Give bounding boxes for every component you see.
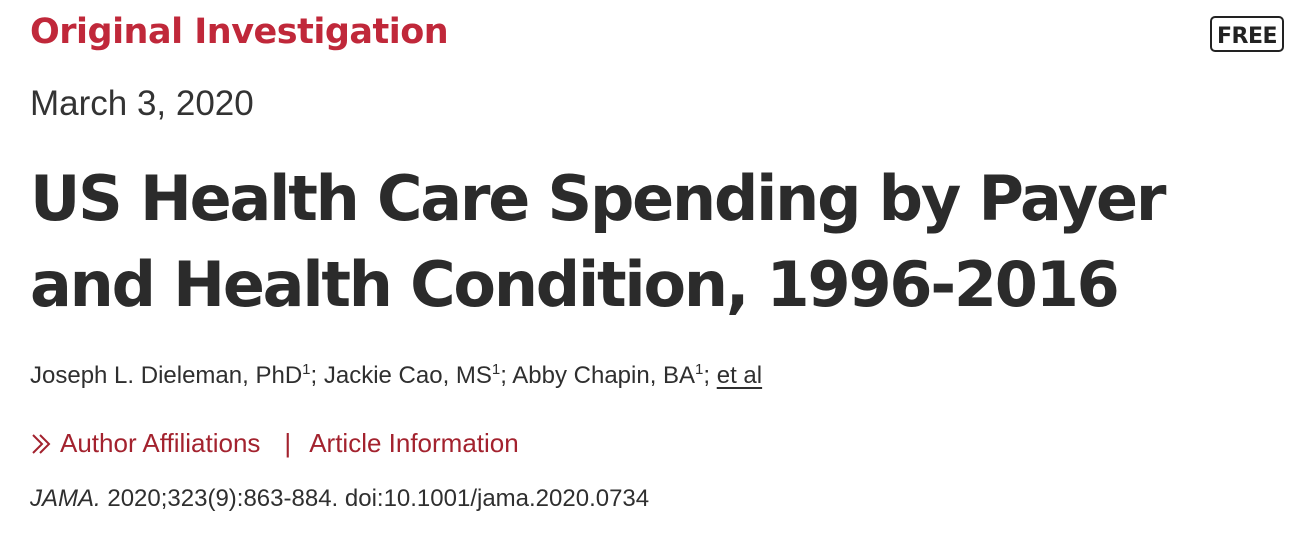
author-affiliation-marker: 1 — [695, 361, 704, 378]
author-list: Joseph L. Dieleman, PhD1; Jackie Cao, MS… — [30, 362, 762, 390]
link-divider: | — [284, 428, 292, 458]
publication-date: March 3, 2020 — [30, 84, 254, 123]
double-chevron-right-icon[interactable] — [30, 432, 54, 456]
article-information-link[interactable]: Article Information — [309, 428, 519, 458]
citation: JAMA. 2020;323(9):863-884. doi:10.1001/j… — [30, 485, 649, 513]
author-affiliation-marker: 1 — [302, 361, 311, 378]
citation-details: 2020;323(9):863-884. doi:10.1001/jama.20… — [107, 485, 650, 512]
author-affiliation-marker: 1 — [491, 361, 501, 378]
article-info-links: Author Affiliations | Article Informatio… — [30, 428, 519, 459]
article-title: US Health Care Spending by Payer and Hea… — [30, 162, 1166, 321]
author-name[interactable]: Jackie Cao, MS — [323, 362, 492, 389]
author-name[interactable]: Joseph L. Dieleman, PhD — [30, 362, 303, 389]
author-name[interactable]: Abby Chapin, BA — [512, 362, 696, 389]
author-separator: ; — [310, 362, 324, 389]
journal-name: JAMA. — [30, 485, 101, 512]
author-affiliations-link[interactable]: Author Affiliations — [60, 428, 261, 458]
et-al-link[interactable]: et al — [716, 362, 763, 389]
article-header: Original Investigation FREE March 3, 202… — [30, 0, 1290, 550]
author-separator: ; — [500, 362, 513, 389]
article-type-label: Original Investigation — [30, 12, 449, 52]
author-separator: ; — [703, 362, 717, 389]
free-access-badge: FREE — [1209, 16, 1284, 52]
